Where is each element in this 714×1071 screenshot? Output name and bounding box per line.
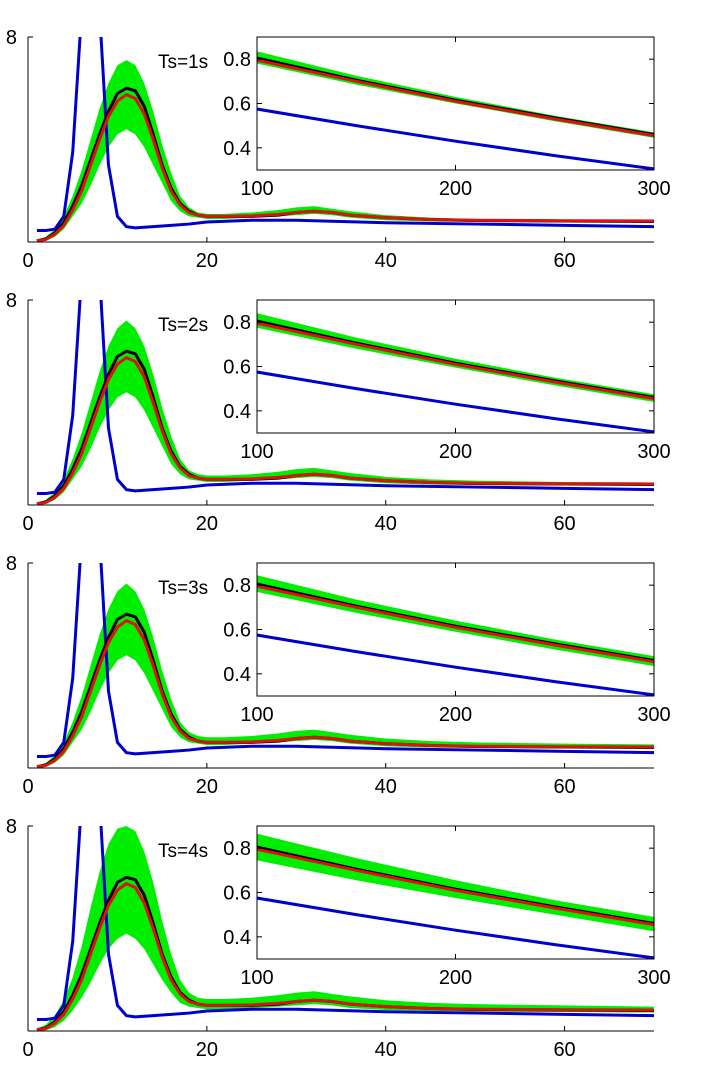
main-series-line-0	[36, 826, 654, 1021]
inset-series-line-1	[257, 847, 654, 927]
inset-series-line-2	[257, 633, 654, 696]
main-x-tick-label: 60	[553, 776, 575, 798]
inset-series-line-1	[257, 58, 654, 138]
main-x-tick-label: 20	[196, 250, 218, 272]
inset-series-line-2	[257, 107, 654, 170]
panel-3: 0 20 40 60 8 Ts=3s 100 200 300 0.4 0.6 0.8	[6, 553, 671, 798]
main-x-tick-label: 20	[196, 776, 218, 798]
main-y-tick-label: 8	[6, 27, 17, 49]
main-confidence-band	[36, 320, 654, 505]
inset-plot-area	[257, 51, 654, 170]
main-plot-area	[36, 563, 654, 768]
main-series-line-2	[36, 93, 654, 242]
panel-label: Ts=3s	[158, 578, 208, 599]
inset-confidence-band	[257, 51, 654, 138]
main-series-line-0	[36, 37, 654, 232]
main-x-tick-label: 40	[375, 250, 397, 272]
inset-plot-area	[257, 313, 654, 433]
main-x-tick-label: 0	[22, 250, 33, 272]
inset-plot-area	[257, 833, 654, 959]
inset-x-tick-label: 200	[439, 704, 472, 726]
inset-x-tick-label: 100	[240, 967, 273, 989]
main-x-tick-label: 40	[375, 513, 397, 535]
inset-x-tick-label: 200	[439, 178, 472, 200]
main-x-tick-label: 60	[553, 513, 575, 535]
inset-y-tick-label: 0.4	[223, 401, 251, 423]
main-y-tick-label: 8	[6, 553, 17, 575]
main-confidence-band	[36, 60, 654, 242]
main-x-tick-label: 0	[22, 1039, 33, 1061]
main-series-line-2	[36, 356, 654, 505]
panel-label: Ts=4s	[158, 841, 208, 862]
inset-x-tick-label: 200	[439, 967, 472, 989]
inset-series-line-2	[257, 370, 654, 433]
inset-series-line-2	[257, 896, 654, 959]
panel-label: Ts=2s	[158, 315, 208, 336]
inset-y-tick-label: 0.6	[223, 357, 251, 379]
main-x-tick-label: 60	[553, 250, 575, 272]
inset-x-tick-label: 300	[637, 704, 670, 726]
inset-series-line-1	[257, 321, 654, 401]
main-x-tick-label: 0	[22, 513, 33, 535]
inset-series-line-1	[257, 584, 654, 664]
main-x-tick-label: 40	[375, 1039, 397, 1061]
main-series-line-2	[36, 882, 654, 1031]
panel-label: Ts=1s	[158, 52, 208, 73]
main-plot-area	[36, 826, 654, 1031]
panel-2: 0 20 40 60 8 Ts=2s 100 200 300 0.4 0.6 0.8	[6, 290, 671, 535]
inset-y-tick-label: 0.6	[223, 620, 251, 642]
main-series-line-2	[36, 619, 654, 768]
main-x-tick-label: 40	[375, 776, 397, 798]
inset-x-tick-label: 300	[637, 967, 670, 989]
main-confidence-band	[36, 583, 654, 768]
inset-x-tick-label: 100	[240, 704, 273, 726]
inset-x-tick-label: 200	[439, 441, 472, 463]
main-series-line-0	[36, 563, 654, 758]
inset-x-tick-label: 100	[240, 441, 273, 463]
panel-1: 0 20 40 60 8 Ts=1s 100 200 300 0.4 0.6 0.8	[6, 27, 671, 272]
inset-x-tick-label: 100	[240, 178, 273, 200]
inset-y-tick-label: 0.4	[223, 664, 251, 686]
inset-y-tick-label: 0.8	[223, 838, 251, 860]
main-plot-area	[36, 300, 654, 505]
main-y-tick-label: 8	[6, 816, 17, 838]
main-x-tick-label: 0	[22, 776, 33, 798]
inset-y-tick-label: 0.4	[223, 138, 251, 160]
main-x-tick-label: 20	[196, 1039, 218, 1061]
main-x-tick-label: 20	[196, 513, 218, 535]
main-x-tick-label: 60	[553, 1039, 575, 1061]
inset-y-tick-label: 0.6	[223, 883, 251, 905]
panel-4: 0 20 40 60 8 Ts=4s 100 200 300 0.4 0.6 0.8	[6, 816, 671, 1061]
inset-y-tick-label: 0.8	[223, 312, 251, 334]
inset-x-tick-label: 300	[637, 441, 670, 463]
main-y-tick-label: 8	[6, 290, 17, 312]
main-series-line-0	[36, 300, 654, 495]
inset-y-tick-label: 0.4	[223, 927, 251, 949]
inset-y-tick-label: 0.8	[223, 49, 251, 71]
inset-y-tick-label: 0.6	[223, 94, 251, 116]
main-plot-area	[36, 37, 654, 242]
inset-y-tick-label: 0.8	[223, 575, 251, 597]
inset-x-tick-label: 300	[637, 178, 670, 200]
